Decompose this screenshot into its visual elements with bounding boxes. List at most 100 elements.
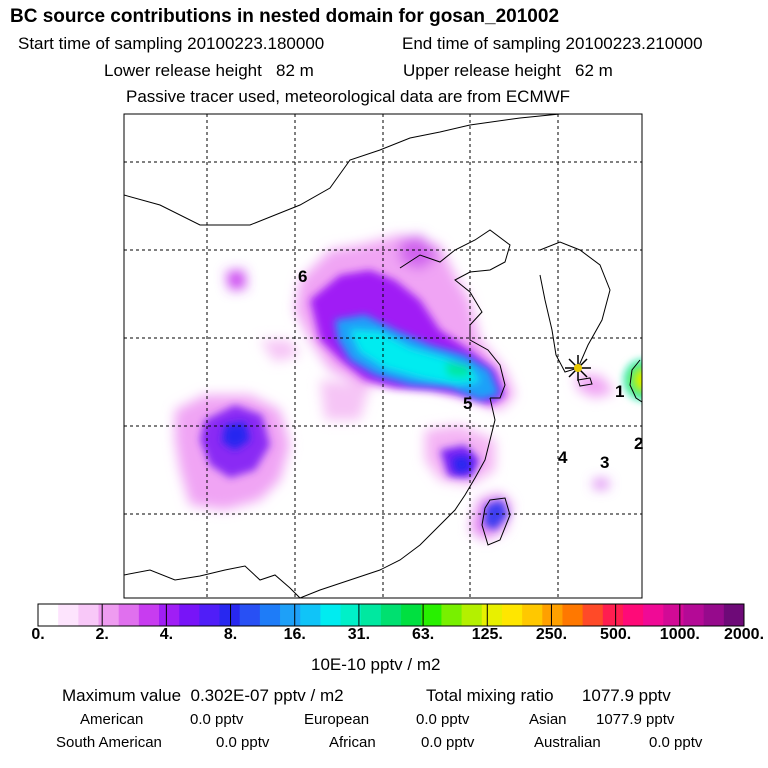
plume-southeast-core <box>452 456 472 474</box>
end-time-label: End time of sampling <box>402 34 561 53</box>
colorbar-tick-label: 63. <box>411 626 435 643</box>
american-value: 0.0 pptv <box>190 711 244 728</box>
colorbar-cell <box>58 604 79 626</box>
european-value: 0.0 pptv <box>416 711 470 728</box>
region-label-4: 4 <box>558 448 568 467</box>
colorbar-cell <box>280 604 301 626</box>
australian-value: 0.0 pptv <box>649 734 703 751</box>
chart-title: BC source contributions in nested domain… <box>10 6 560 27</box>
plume-east-offshore <box>575 375 615 398</box>
colorbar-cell <box>380 604 402 626</box>
end-time: End time of sampling 20100223.210000 <box>402 34 703 54</box>
max-value: 0.302E-07 pptv / m2 <box>190 686 344 705</box>
region-label-3: 3 <box>600 453 609 472</box>
plume-layer <box>175 235 642 540</box>
start-time: Start time of sampling 20100223.180000 <box>18 34 324 54</box>
plume-inland-outer <box>260 340 300 362</box>
colorbar-units: 10E-10 pptv / m2 <box>311 655 441 674</box>
plume-west-core <box>222 422 250 450</box>
colorbar-tick-label: 125. <box>471 626 503 643</box>
colorbar-cell <box>622 604 644 626</box>
coastlines <box>124 114 642 598</box>
colorbar-cell <box>219 604 241 626</box>
border-north <box>124 124 471 226</box>
coast-jeju <box>577 377 593 387</box>
receptor-star-marker <box>565 355 591 381</box>
asian-label: Asian <box>529 711 567 728</box>
colorbar-cell <box>441 604 463 626</box>
asian-value: 1077.9 pptv <box>596 711 675 728</box>
plume-core-green <box>445 362 470 378</box>
map-frame <box>123 113 643 599</box>
colorbar-major-dividers <box>37 604 745 626</box>
coast-taiwan <box>481 497 511 546</box>
colorbar-tick-label: 0. <box>31 626 45 643</box>
african-label: African <box>329 734 376 751</box>
colorbar-cells <box>38 604 745 626</box>
colorbar-tick-label: 16. <box>283 626 306 643</box>
colorbar-cell <box>663 604 684 626</box>
source-contribution-map: 1 2 3 4 5 6 <box>123 113 643 599</box>
total-mixing-ratio: Total mixing ratio 1077.9 pptv <box>426 686 671 706</box>
upper-release-height: Upper release height 62 m <box>403 61 613 81</box>
colorbar-cell <box>683 604 705 626</box>
region-label-1: 1 <box>615 382 624 401</box>
region-labels: 1 2 3 4 5 6 <box>298 267 643 472</box>
south-american-value: 0.0 pptv <box>216 734 270 751</box>
colorbar-cell <box>461 604 483 626</box>
colorbar-cell <box>38 604 59 626</box>
colorbar-cell <box>300 604 321 626</box>
colorbar-tick-label: 250. <box>535 626 568 643</box>
colorbar-tick-label: 2. <box>95 626 109 643</box>
border-southwest <box>124 565 301 598</box>
lower-release-height: Lower release height 82 m <box>104 61 314 81</box>
max-label: Maximum value <box>62 686 182 705</box>
upper-height-label: Upper release height <box>403 61 561 80</box>
plume-mid-outer <box>320 380 370 420</box>
colorbar-cell <box>723 604 745 626</box>
colorbar-tick-label: 31. <box>347 626 371 643</box>
coast-bohai <box>399 229 511 399</box>
colorbar-tick-label: 4. <box>159 626 174 643</box>
start-time-value: 20100223.180000 <box>187 34 325 53</box>
lower-height-label: Lower release height <box>104 61 262 80</box>
maximum-value: Maximum value 0.302E-07 pptv / m2 <box>62 686 344 706</box>
colorbar-cell <box>239 604 261 626</box>
start-time-label: Start time of sampling <box>18 34 183 53</box>
lower-height-value: 82 m <box>276 61 314 80</box>
colorbar-tick-label: 2000. <box>723 626 765 643</box>
colorbar-cell <box>703 604 725 626</box>
colorbar-cell <box>259 604 281 626</box>
region-label-6: 6 <box>298 267 307 286</box>
colorbar-cell <box>643 604 664 626</box>
colorbar-tick-label: 8. <box>223 626 238 643</box>
colorbar-cell <box>501 604 523 626</box>
colorbar-cell <box>582 604 604 626</box>
colorbar-cell <box>522 604 543 626</box>
colorbar-cell <box>179 604 200 626</box>
passive-tracer-note: Passive tracer used, meteorological data… <box>126 87 571 106</box>
south-american-label: South American <box>56 734 162 751</box>
map-grid <box>124 114 642 598</box>
colorbar-cell <box>340 604 362 626</box>
border-northeast <box>469 114 561 126</box>
colorbar-cell <box>118 604 140 626</box>
colorbar-cell <box>360 604 382 626</box>
plume-east-small <box>594 480 608 488</box>
colorbar <box>37 603 745 627</box>
total-value: 1077.9 pptv <box>581 686 671 705</box>
colorbar-cell <box>78 604 100 626</box>
colorbar-tick-label: 1000. <box>659 626 700 643</box>
coast-japan <box>629 359 642 403</box>
region-label-2: 2 <box>634 434 643 453</box>
colorbar-tick-label: 500. <box>600 626 632 643</box>
end-time-value: 20100223.210000 <box>565 34 703 53</box>
australian-label: Australian <box>534 734 601 751</box>
colorbar-cell <box>421 604 442 626</box>
african-value: 0.0 pptv <box>421 734 475 751</box>
plume-max-spot <box>624 360 642 400</box>
colorbar-cell <box>98 604 120 626</box>
colorbar-cell <box>159 604 180 626</box>
colorbar-cell <box>481 604 503 626</box>
colorbar-cell <box>320 604 342 626</box>
